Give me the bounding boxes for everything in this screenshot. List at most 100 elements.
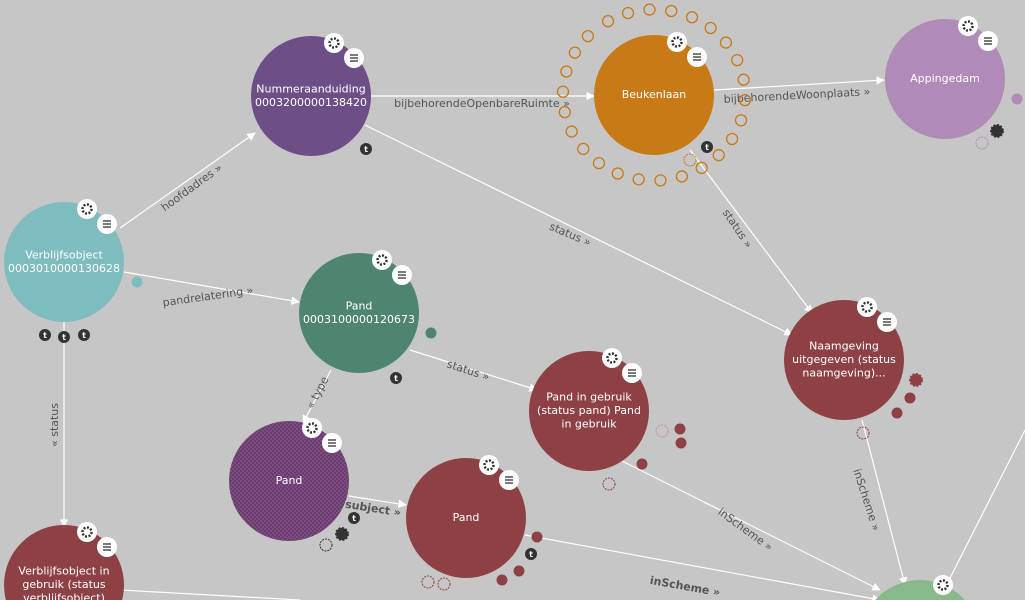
dot[interactable] xyxy=(531,531,543,543)
edge xyxy=(409,349,538,392)
ring-dot xyxy=(712,149,725,162)
node-label: in gebruik xyxy=(561,418,617,431)
node[interactable] xyxy=(4,202,124,322)
flower-icon xyxy=(975,136,989,150)
edge xyxy=(619,459,881,591)
icon-bg[interactable] xyxy=(372,250,392,270)
icon-bg[interactable] xyxy=(602,348,622,368)
badge[interactable] xyxy=(78,329,90,341)
edge xyxy=(689,149,813,314)
badge[interactable] xyxy=(525,548,537,560)
icon-bg[interactable] xyxy=(667,32,687,52)
node[interactable] xyxy=(406,458,526,578)
ring-dot xyxy=(695,161,708,175)
gear-dot xyxy=(909,373,923,387)
dot[interactable] xyxy=(1011,93,1023,105)
edge xyxy=(524,534,881,600)
gear-icon xyxy=(376,254,388,266)
node-text: Pand xyxy=(453,511,480,524)
node[interactable] xyxy=(594,35,714,155)
edge-label: inScheme » xyxy=(715,505,775,553)
badge[interactable] xyxy=(348,512,360,524)
badge-label: t xyxy=(529,550,533,559)
node[interactable] xyxy=(784,300,904,420)
icon-bg[interactable] xyxy=(857,297,877,317)
node[interactable] xyxy=(885,19,1005,139)
icon-bg[interactable] xyxy=(302,418,322,438)
dot[interactable] xyxy=(496,574,508,586)
gear-dot xyxy=(990,124,1004,138)
icon-bg[interactable] xyxy=(77,199,97,219)
dot[interactable] xyxy=(904,392,916,404)
node-label: uitgegeven (status xyxy=(792,353,896,366)
ring-dot xyxy=(568,46,582,59)
edge xyxy=(302,369,332,424)
gear-dot xyxy=(335,527,349,541)
flower-icon xyxy=(319,538,333,552)
node-label: 0003200000138420 xyxy=(255,96,367,109)
dot[interactable] xyxy=(131,276,143,288)
badge[interactable] xyxy=(58,331,70,343)
node-text: Beukenlaan xyxy=(622,88,687,101)
node-text: Pand xyxy=(276,474,303,487)
badge[interactable] xyxy=(390,372,402,384)
gear-icon xyxy=(328,37,340,49)
ring-dot xyxy=(675,170,689,183)
node[interactable] xyxy=(251,36,371,156)
node[interactable] xyxy=(860,580,980,600)
ring-dot xyxy=(734,114,748,127)
dot[interactable] xyxy=(891,407,903,419)
ring-dot xyxy=(577,142,590,156)
node-label: Beukenlaan xyxy=(622,88,687,101)
edge-label: status » xyxy=(547,220,593,249)
icon-bg[interactable] xyxy=(479,455,499,475)
badge-label: t xyxy=(62,333,66,342)
edge xyxy=(713,76,885,91)
node[interactable] xyxy=(4,525,124,600)
node[interactable] xyxy=(299,253,419,373)
icon-bg[interactable] xyxy=(933,575,953,595)
gear-icon xyxy=(306,422,318,434)
node-label: Pand xyxy=(346,299,373,312)
dot[interactable] xyxy=(425,327,437,339)
flower-icon xyxy=(421,575,435,589)
node[interactable] xyxy=(229,421,349,541)
ring-dot xyxy=(731,53,744,67)
ring-dot xyxy=(719,36,733,49)
node[interactable] xyxy=(529,351,649,471)
badge[interactable] xyxy=(39,329,51,341)
flower-icon xyxy=(683,153,697,167)
gear-icon xyxy=(483,459,495,471)
ring-dot xyxy=(592,157,606,170)
ring-dot xyxy=(581,30,595,43)
gear-icon xyxy=(606,352,618,364)
icon-bg[interactable] xyxy=(77,522,97,542)
edge xyxy=(861,419,908,586)
badge[interactable] xyxy=(360,143,372,155)
badge[interactable] xyxy=(701,141,713,153)
node-label: Verblijfsobject xyxy=(25,248,103,261)
gear-icon xyxy=(671,36,683,48)
node-label: verblijfsobject) xyxy=(23,592,105,600)
dot[interactable] xyxy=(675,437,687,449)
gear-icon xyxy=(861,301,873,313)
gear-icon xyxy=(937,579,949,591)
node-label: Pand xyxy=(453,511,480,524)
dot[interactable] xyxy=(636,458,648,470)
ring-dot xyxy=(685,11,699,24)
edge-label: pandrelatering » xyxy=(162,284,254,310)
ring-dot xyxy=(558,105,571,119)
node-label: naamgeving)... xyxy=(802,367,885,380)
dot[interactable] xyxy=(513,565,525,577)
dot[interactable] xyxy=(674,423,686,435)
node-label: Nummeraanduiding xyxy=(256,82,365,95)
icon-bg[interactable] xyxy=(324,33,344,53)
badge-label: t xyxy=(43,331,47,340)
icon-bg[interactable] xyxy=(958,16,978,36)
